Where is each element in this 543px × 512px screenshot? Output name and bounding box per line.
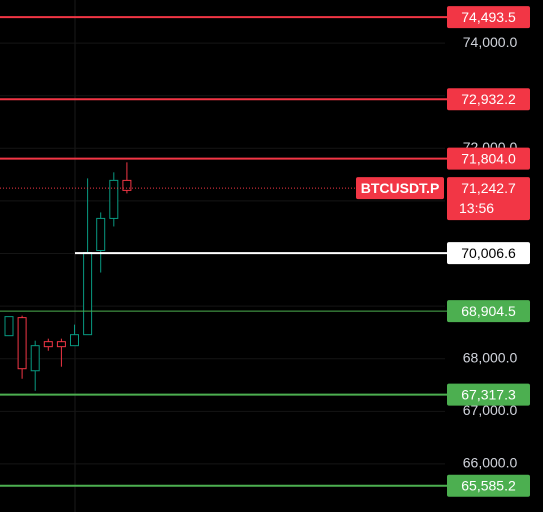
price-label: 67,317.3 <box>461 386 516 402</box>
price-label-box <box>447 88 530 111</box>
countdown: 13:56 <box>459 200 494 216</box>
candle-body <box>4 316 14 337</box>
candle-body <box>109 179 119 219</box>
price-label: 72,932.2 <box>461 91 516 107</box>
candle-body <box>83 252 93 336</box>
price-label-box <box>447 6 530 29</box>
price-label-box <box>447 147 530 170</box>
candle-body <box>122 179 132 191</box>
price-label: 71,804.0 <box>461 150 516 166</box>
y-tick-label: 74,000.0 <box>463 34 518 50</box>
candle-body <box>70 334 79 347</box>
y-tick-label: 68,000.0 <box>463 349 518 365</box>
price-label: 70,006.6 <box>461 245 516 261</box>
price-label-box <box>447 474 530 497</box>
price-label: 68,904.5 <box>461 303 516 319</box>
candle-body <box>43 341 53 348</box>
symbol-label: BTCUSDT.P <box>361 180 440 196</box>
price-label-box <box>447 300 530 323</box>
candle-body <box>96 217 106 252</box>
current-price-label: 71,242.7 <box>461 180 516 196</box>
current-price-box <box>447 177 530 221</box>
y-tick-label: 66,000.0 <box>463 455 518 471</box>
price-label: 74,493.5 <box>461 9 516 25</box>
price-label: 65,585.2 <box>461 477 516 493</box>
y-tick-label: 67,000.0 <box>463 402 518 418</box>
candle-body <box>17 317 27 370</box>
symbol-box <box>356 177 444 200</box>
price-label-box <box>447 383 530 406</box>
candle-body <box>56 341 66 348</box>
price-label-box <box>447 242 530 265</box>
candle-body <box>30 345 40 372</box>
